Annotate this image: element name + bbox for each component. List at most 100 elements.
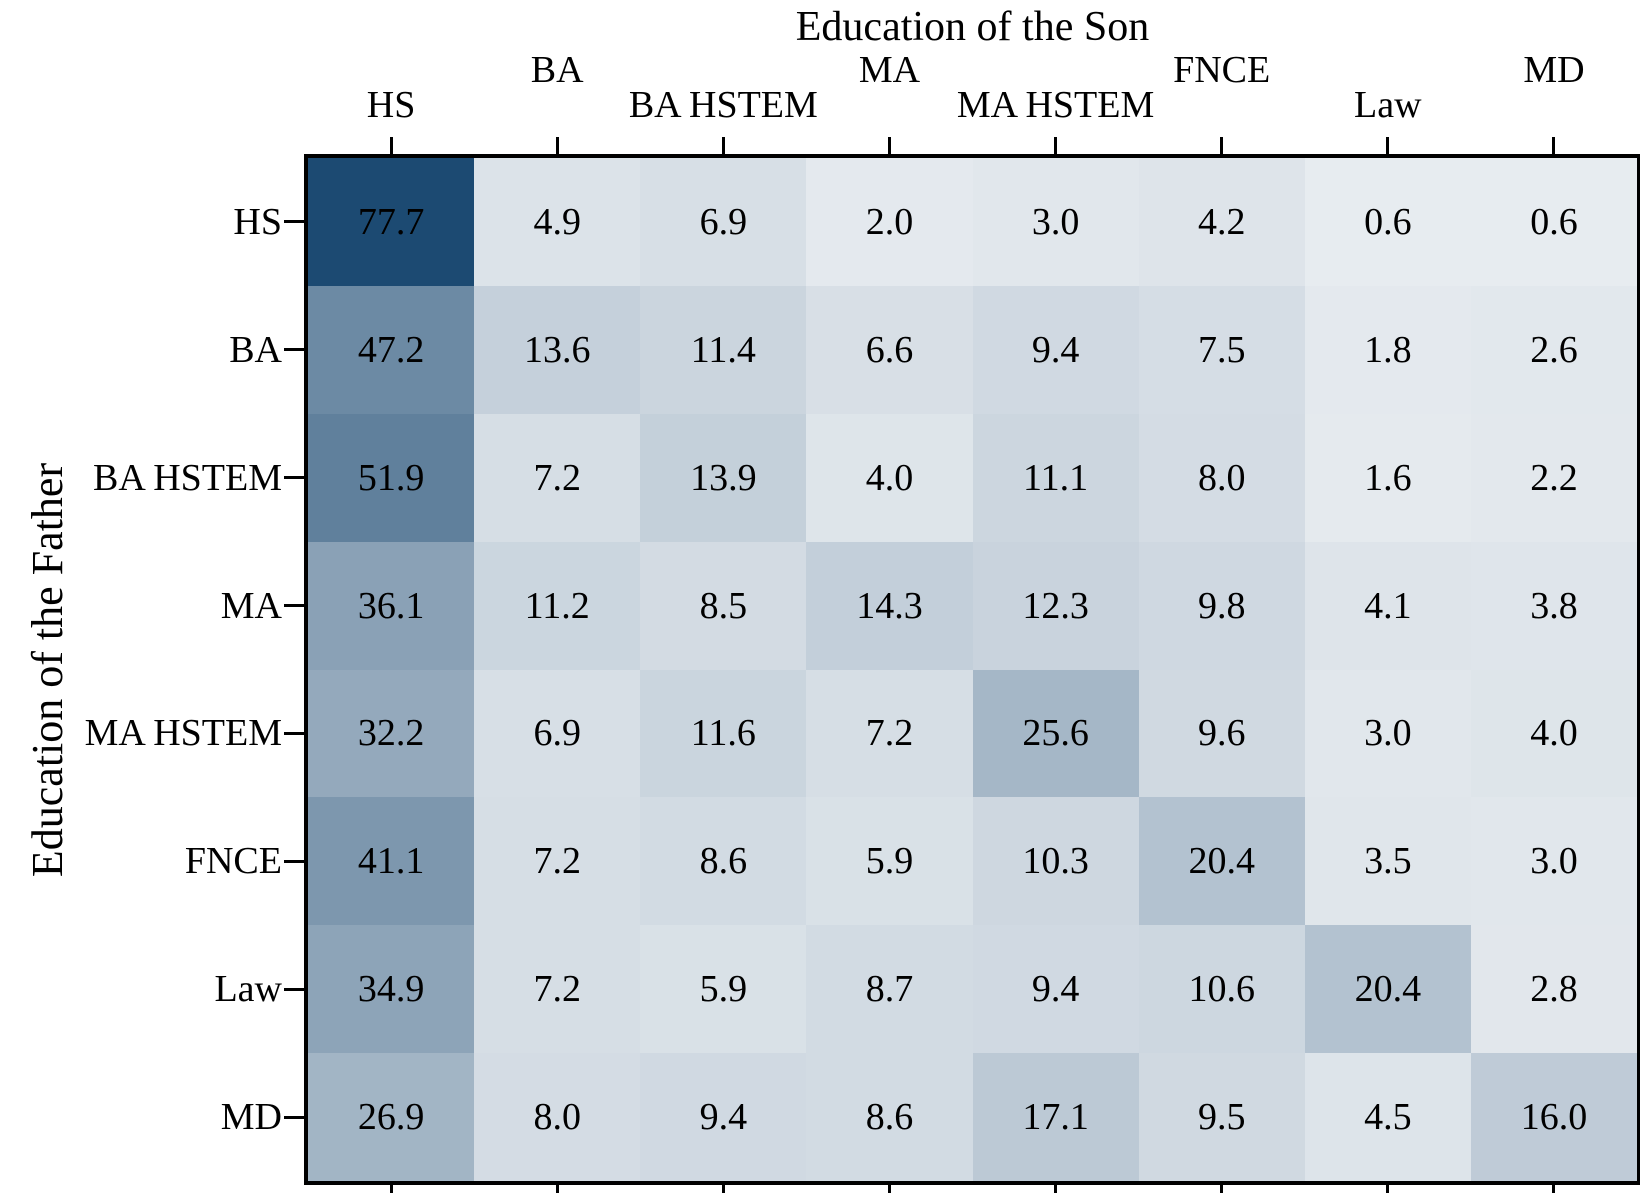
heatmap-cell-MA-HS: 36.1 — [308, 541, 475, 670]
heatmap-cell-HS-MA: 2.0 — [806, 158, 973, 286]
x-tick-top-Law — [1386, 137, 1390, 154]
x-tick-label-MA HSTEM: MA HSTEM — [956, 84, 1155, 126]
x-tick-top-MA HSTEM — [1054, 137, 1058, 154]
x-tick-label-BA HSTEM: BA HSTEM — [628, 84, 818, 126]
x-tick-bottom-MA — [887, 1185, 891, 1193]
heatmap-cell-Law-Law: 20.4 — [1304, 925, 1471, 1054]
y-tick-label-MA HSTEM: MA HSTEM — [84, 712, 282, 755]
y-tick-label-BA: BA — [229, 328, 282, 371]
heatmap-cell-BA-Law: 1.8 — [1304, 285, 1471, 414]
heatmap-cell-MA HSTEM-BA: 6.9 — [474, 669, 641, 798]
heatmap-cell-HS-MD: 0.6 — [1470, 158, 1637, 286]
heatmap-cell-BA HSTEM-MA HSTEM: 11.1 — [972, 413, 1139, 542]
heatmap-cell-MD-MD: 16.0 — [1470, 1053, 1637, 1181]
heatmap-cell-FNCE-MA: 5.9 — [806, 797, 973, 926]
y-tick-label-MD: MD — [220, 1096, 282, 1139]
heatmap-cell-BA-BA HSTEM: 11.4 — [640, 285, 807, 414]
heatmap-cell-BA-MA HSTEM: 9.4 — [972, 285, 1139, 414]
heatmap-cell-FNCE-Law: 3.5 — [1304, 797, 1471, 926]
heatmap-cell-MA-MA: 14.3 — [806, 541, 973, 670]
x-tick-label-Law: Law — [1354, 84, 1422, 126]
x-axis-title: Education of the Son — [795, 4, 1150, 50]
heatmap-cell-MA-MD: 3.8 — [1470, 541, 1637, 670]
heatmap-cell-MA HSTEM-FNCE: 9.6 — [1138, 669, 1305, 798]
y-tick-left-MD — [284, 1115, 304, 1119]
y-tick-left-MA HSTEM — [284, 731, 304, 735]
heatmap-cell-MA HSTEM-MD: 4.0 — [1470, 669, 1637, 798]
heatmap-cell-MA-BA HSTEM: 8.5 — [640, 541, 807, 670]
heatmap-cell-BA HSTEM-Law: 1.6 — [1304, 413, 1471, 542]
heatmap-cell-MD-BA HSTEM: 9.4 — [640, 1053, 807, 1181]
heatmap-cell-Law-FNCE: 10.6 — [1138, 925, 1305, 1054]
heatmap-cell-BA HSTEM-BA: 7.2 — [474, 413, 641, 542]
heatmap-cell-BA HSTEM-FNCE: 8.0 — [1138, 413, 1305, 542]
y-tick-label-HS: HS — [233, 200, 282, 243]
heatmap-cell-BA HSTEM-MA: 4.0 — [806, 413, 973, 542]
heatmap-cell-FNCE-MA HSTEM: 10.3 — [972, 797, 1139, 926]
y-tick-left-Law — [284, 987, 304, 991]
heatmap-cell-MA HSTEM-HS: 32.2 — [308, 669, 475, 798]
x-tick-top-MD — [1552, 137, 1556, 154]
heatmap-grid: 77.7 4.9 6.9 2.0 3.0 4.2 0.6 0.6 47.2 13.6 11.4 6.6… — [308, 158, 1637, 1181]
heatmap-cell-MA-MA HSTEM: 12.3 — [972, 541, 1139, 670]
heatmap-cell-HS-HS: 77.7 — [308, 158, 475, 286]
heatmap-cell-Law-MD: 2.8 — [1470, 925, 1637, 1054]
y-tick-label-FNCE: FNCE — [184, 840, 282, 883]
heatmap-cell-MD-MA HSTEM: 17.1 — [972, 1053, 1139, 1181]
heatmap-cell-BA-HS: 47.2 — [308, 285, 475, 414]
x-tick-top-FNCE — [1220, 137, 1224, 154]
y-tick-label-MA: MA — [220, 584, 282, 627]
x-tick-label-FNCE: FNCE — [1173, 49, 1271, 91]
x-tick-bottom-MA HSTEM — [1054, 1185, 1058, 1193]
heatmap-cell-BA HSTEM-HS: 51.9 — [308, 413, 475, 542]
heatmap-cell-MD-MA: 8.6 — [806, 1053, 973, 1181]
x-tick-bottom-BA HSTEM — [721, 1185, 725, 1193]
x-tick-bottom-FNCE — [1220, 1185, 1224, 1193]
x-tick-bottom-Law — [1386, 1185, 1390, 1193]
heatmap-cell-HS-MA HSTEM: 3.0 — [972, 158, 1139, 286]
heatmap-cell-FNCE-BA: 7.2 — [474, 797, 641, 926]
heatmap-cell-MA HSTEM-MA HSTEM: 25.6 — [972, 669, 1139, 798]
heatmap-cell-Law-MA HSTEM: 9.4 — [972, 925, 1139, 1054]
heatmap-cell-HS-BA: 4.9 — [474, 158, 641, 286]
y-tick-label-BA HSTEM: BA HSTEM — [93, 456, 282, 499]
heatmap-cell-MA-FNCE: 9.8 — [1138, 541, 1305, 670]
y-tick-left-HS — [284, 220, 304, 224]
heatmap-cell-MA HSTEM-Law: 3.0 — [1304, 669, 1471, 798]
heatmap-cell-BA-FNCE: 7.5 — [1138, 285, 1305, 414]
heatmap-cell-FNCE-MD: 3.0 — [1470, 797, 1637, 926]
heatmap-cell-MA-BA: 11.2 — [474, 541, 641, 670]
heatmap-cell-FNCE-FNCE: 20.4 — [1138, 797, 1305, 926]
heatmap-cell-HS-FNCE: 4.2 — [1138, 158, 1305, 286]
heatmap-cell-MD-HS: 26.9 — [308, 1053, 475, 1181]
heatmap-cell-BA HSTEM-BA HSTEM: 13.9 — [640, 413, 807, 542]
heatmap-cell-Law-BA: 7.2 — [474, 925, 641, 1054]
heatmap-cell-Law-HS: 34.9 — [308, 925, 475, 1054]
heatmap-cell-MD-BA: 8.0 — [474, 1053, 641, 1181]
x-tick-top-MA — [887, 137, 891, 154]
x-tick-bottom-MD — [1552, 1185, 1556, 1193]
heatmap-cell-MD-Law: 4.5 — [1304, 1053, 1471, 1181]
x-tick-bottom-HS — [389, 1185, 393, 1193]
heatmap-cell-BA-BA: 13.6 — [474, 285, 641, 414]
x-tick-top-BA — [555, 137, 559, 154]
x-tick-label-MD: MD — [1523, 49, 1585, 91]
heatmap-cell-Law-BA HSTEM: 5.9 — [640, 925, 807, 1054]
heatmap-cell-MA HSTEM-BA HSTEM: 11.6 — [640, 669, 807, 798]
heatmap-cell-BA-MD: 2.6 — [1470, 285, 1637, 414]
y-tick-left-BA HSTEM — [284, 476, 304, 480]
heatmap-cell-FNCE-HS: 41.1 — [308, 797, 475, 926]
y-axis-title: Education of the Father — [23, 462, 72, 877]
x-tick-top-HS — [389, 137, 393, 154]
heatmap-cell-FNCE-BA HSTEM: 8.6 — [640, 797, 807, 926]
x-tick-label-MA: MA — [858, 49, 921, 91]
heatmap-cell-BA HSTEM-MD: 2.2 — [1470, 413, 1637, 542]
x-tick-label-HS: HS — [366, 84, 416, 126]
y-tick-left-MA — [284, 604, 304, 608]
heatmap-cell-MA-Law: 4.1 — [1304, 541, 1471, 670]
x-tick-label-BA: BA — [530, 49, 584, 91]
y-tick-left-FNCE — [284, 859, 304, 863]
heatmap-cell-Law-MA: 8.7 — [806, 925, 973, 1054]
x-tick-bottom-BA — [555, 1185, 559, 1193]
